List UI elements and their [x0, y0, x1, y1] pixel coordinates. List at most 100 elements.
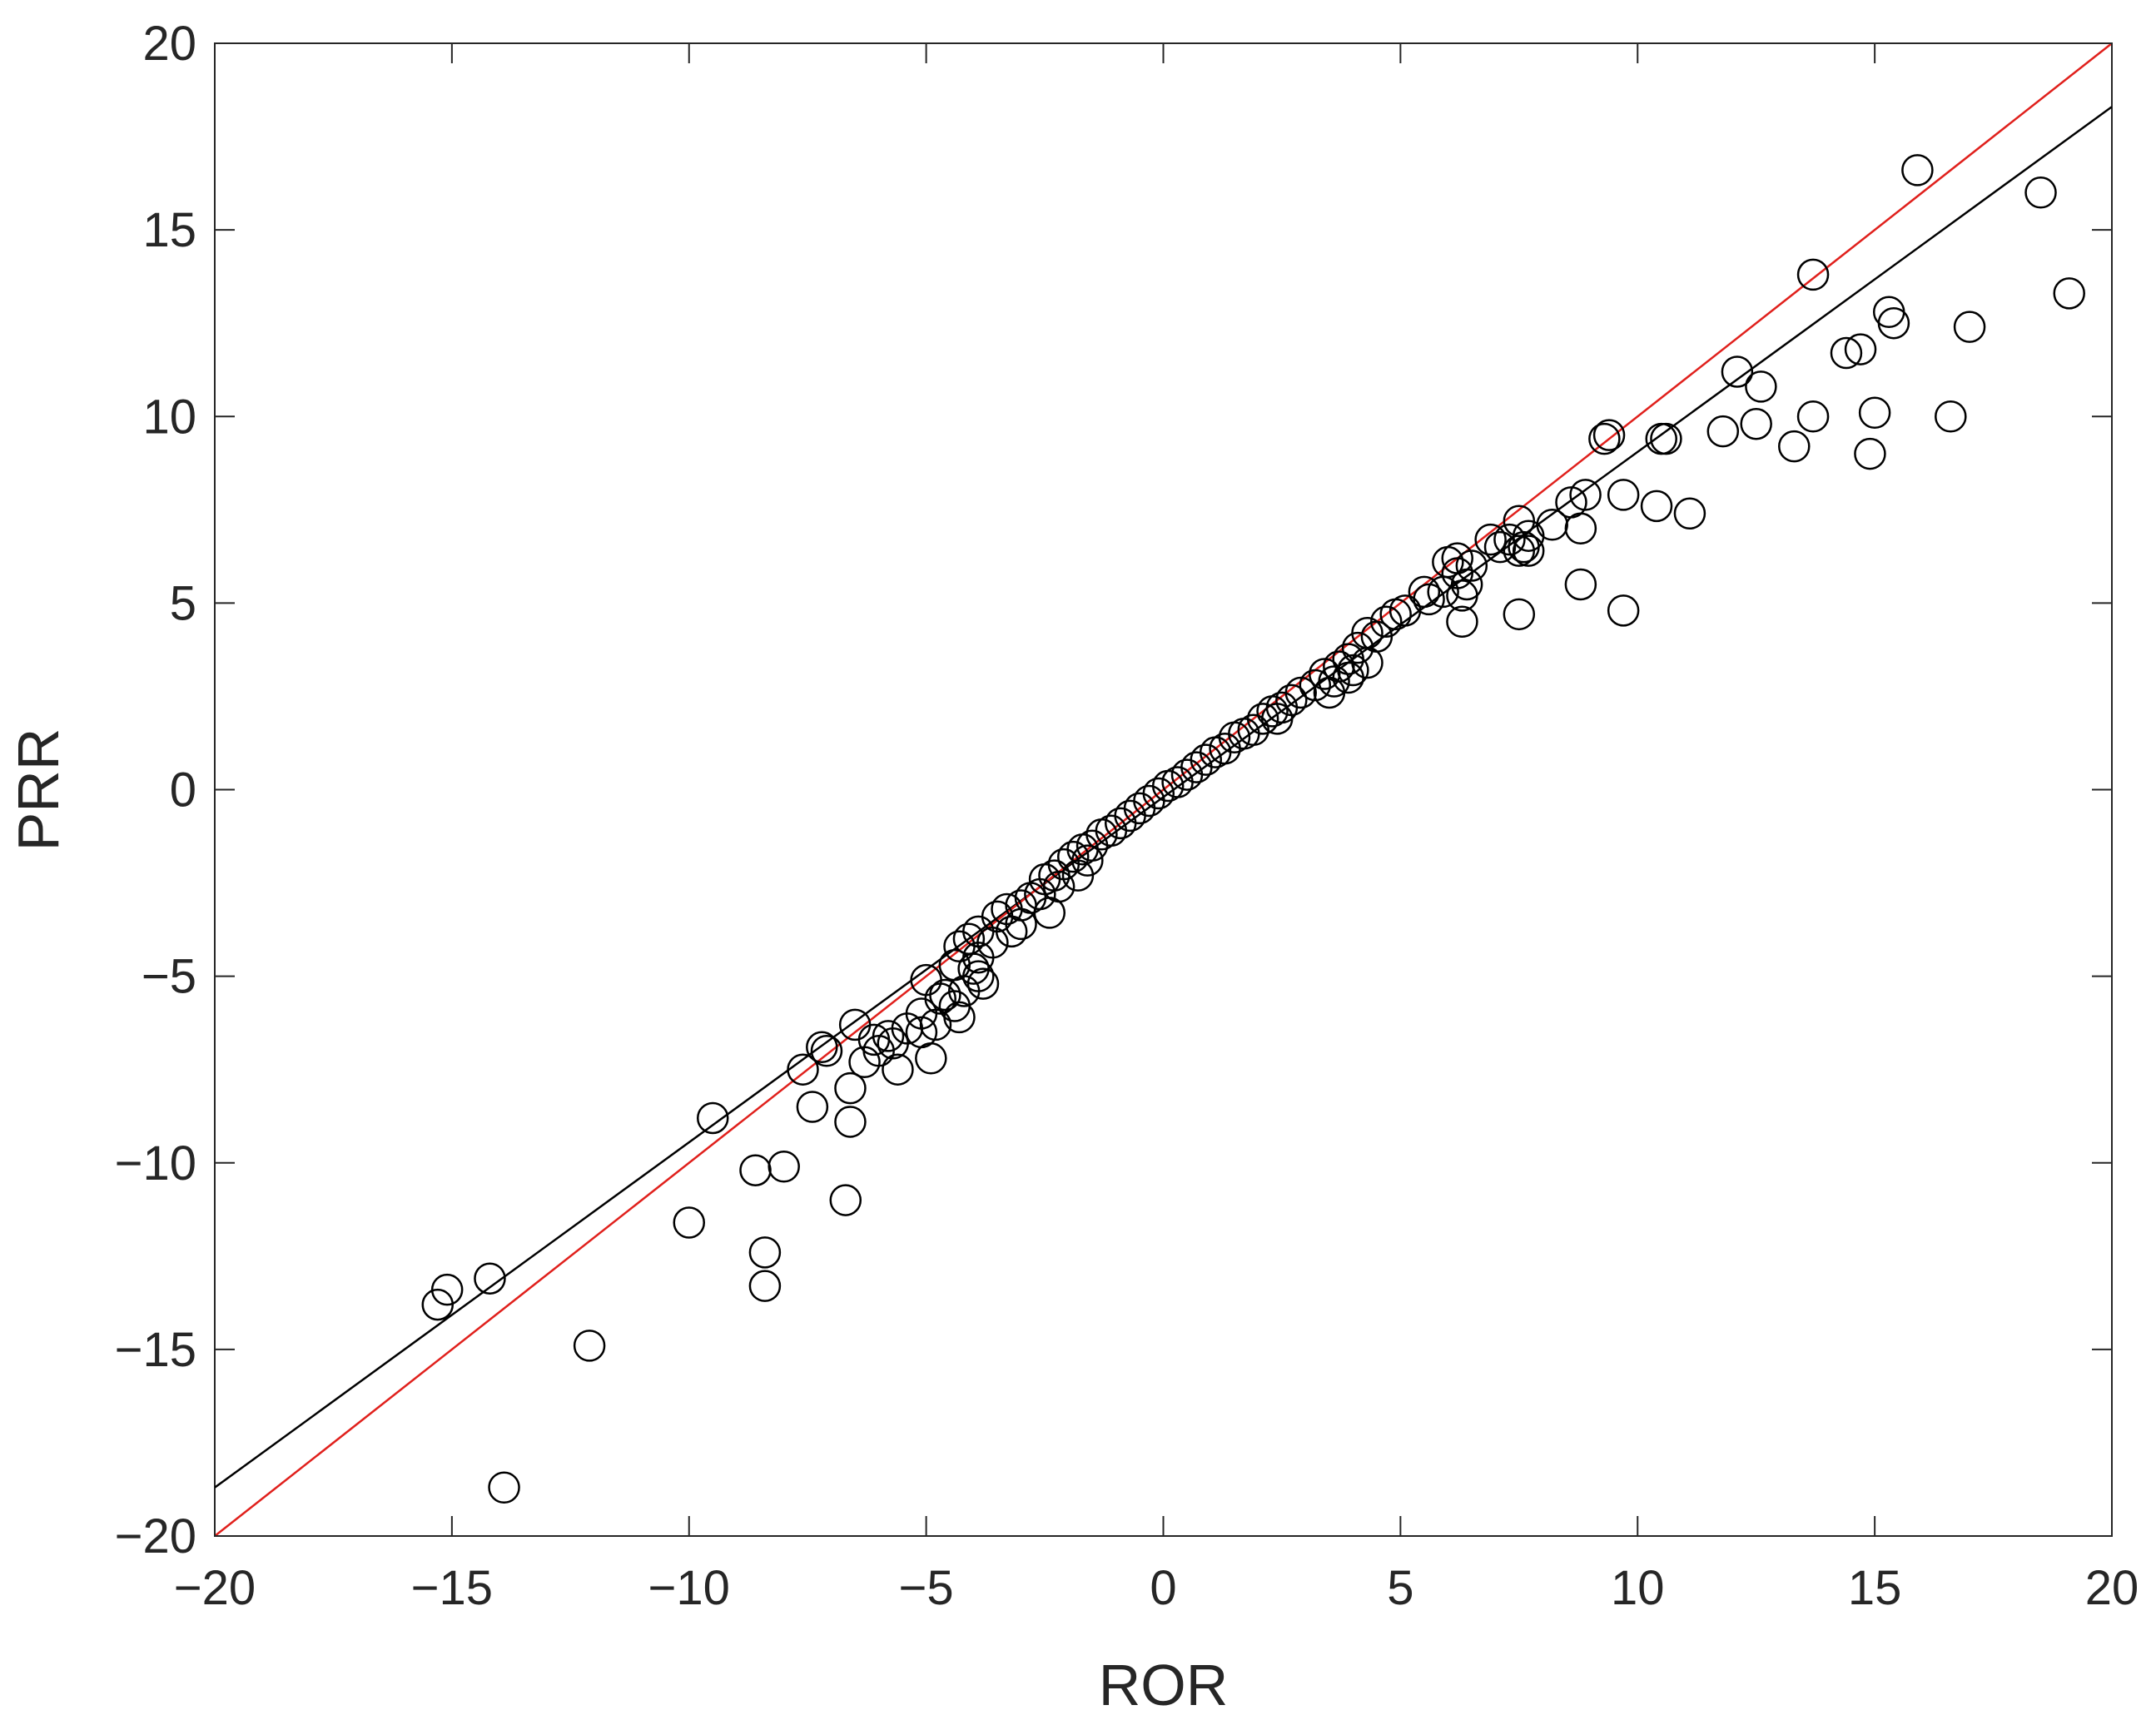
data-point [1308, 658, 1341, 690]
data-point [1706, 415, 1740, 448]
data-point [1508, 530, 1540, 564]
data-point [1877, 306, 1910, 340]
data-point [1446, 579, 1478, 612]
data-point [1953, 311, 1986, 343]
data-point [829, 1184, 862, 1216]
data-point [1555, 486, 1587, 519]
data-point [748, 1236, 782, 1269]
y-tick-label: 15 [142, 203, 196, 257]
axis-tick-labels: −20 −15 −10 −5 0 5 10 15 20 −20 −15 −10 −5 0 5 10 15 20 [115, 17, 2139, 1615]
data-point [1740, 407, 1772, 440]
data-point [966, 967, 1000, 1000]
data-point [1446, 605, 1478, 639]
data-point [810, 1035, 843, 1067]
data-point [1607, 594, 1640, 627]
data-point [1493, 523, 1526, 556]
x-tick-label: 0 [1150, 1561, 1176, 1615]
y-tick-label: 5 [170, 576, 196, 630]
axis-ticks [214, 42, 2113, 1537]
data-point [1796, 400, 1830, 433]
data-points [421, 154, 2085, 1504]
data-point [1503, 598, 1536, 631]
data-point [2053, 277, 2085, 310]
data-point [1673, 497, 1706, 530]
data-point [787, 1053, 819, 1086]
identity-line [215, 43, 2112, 1536]
data-point [696, 1101, 729, 1135]
data-point [1313, 676, 1346, 709]
data-point [1830, 336, 1863, 370]
y-tick-label: −20 [115, 1509, 196, 1563]
data-point [2024, 176, 2057, 209]
y-tick-label: 0 [170, 763, 196, 818]
data-point [1592, 419, 1626, 451]
data-point [1503, 534, 1536, 567]
data-point [1104, 807, 1137, 840]
y-axis-label: PRR [6, 728, 71, 852]
data-point [1455, 549, 1488, 582]
x-tick-label: −5 [899, 1561, 954, 1615]
data-point [1858, 396, 1891, 430]
data-point [1854, 437, 1886, 470]
data-point [1564, 568, 1597, 601]
y-tick-label: 20 [142, 17, 196, 71]
data-point [1033, 897, 1066, 929]
data-point [1935, 400, 1967, 433]
y-tick-label: 10 [142, 390, 196, 444]
data-point [806, 1031, 838, 1064]
x-tick-label: −10 [648, 1561, 730, 1615]
y-tick-label: −15 [115, 1323, 196, 1377]
data-point [882, 1053, 914, 1086]
data-point [488, 1471, 520, 1504]
data-point [1778, 430, 1811, 463]
data-point [834, 1071, 867, 1105]
data-point [1650, 422, 1682, 455]
x-axis-label: ROR [1099, 1653, 1229, 1718]
data-point [1640, 490, 1673, 523]
x-tick-label: 15 [1848, 1561, 1902, 1615]
data-point [877, 1027, 909, 1060]
data-point [421, 1288, 455, 1321]
data-point [768, 1150, 800, 1183]
data-point [1745, 370, 1777, 403]
data-point [1299, 669, 1332, 702]
reference-lines [215, 43, 2112, 1536]
x-tick-label: −20 [174, 1561, 256, 1615]
data-point [1512, 534, 1545, 567]
y-tick-label: −10 [115, 1136, 196, 1191]
data-point [1588, 422, 1621, 455]
data-point [943, 1001, 976, 1034]
data-point [1474, 523, 1507, 556]
data-point [1607, 479, 1640, 511]
data-point [1844, 333, 1877, 365]
data-point [796, 1091, 829, 1123]
data-point [1379, 598, 1412, 631]
data-point [848, 1046, 881, 1078]
data-point [474, 1262, 506, 1295]
data-point [1427, 575, 1459, 609]
y-tick-label: −5 [142, 950, 196, 1004]
data-point [943, 930, 976, 963]
data-point [915, 1041, 947, 1075]
data-point [739, 1154, 772, 1186]
data-point [1721, 355, 1754, 388]
data-point [1056, 840, 1090, 873]
data-point [834, 1106, 867, 1138]
x-tick-label: −15 [411, 1561, 493, 1615]
data-point [1569, 479, 1602, 511]
data-point [1483, 530, 1517, 564]
x-tick-label: 5 [1387, 1561, 1413, 1615]
data-point [1256, 695, 1289, 728]
data-point [838, 1008, 872, 1041]
data-point [1408, 575, 1441, 609]
x-tick-label: 20 [2085, 1561, 2139, 1615]
data-point [1901, 154, 1934, 186]
data-point [995, 915, 1028, 948]
data-point [673, 1206, 705, 1239]
x-tick-label: 10 [1611, 1561, 1665, 1615]
data-point [1180, 751, 1213, 783]
data-point [1061, 859, 1095, 892]
data-point [1170, 758, 1204, 791]
